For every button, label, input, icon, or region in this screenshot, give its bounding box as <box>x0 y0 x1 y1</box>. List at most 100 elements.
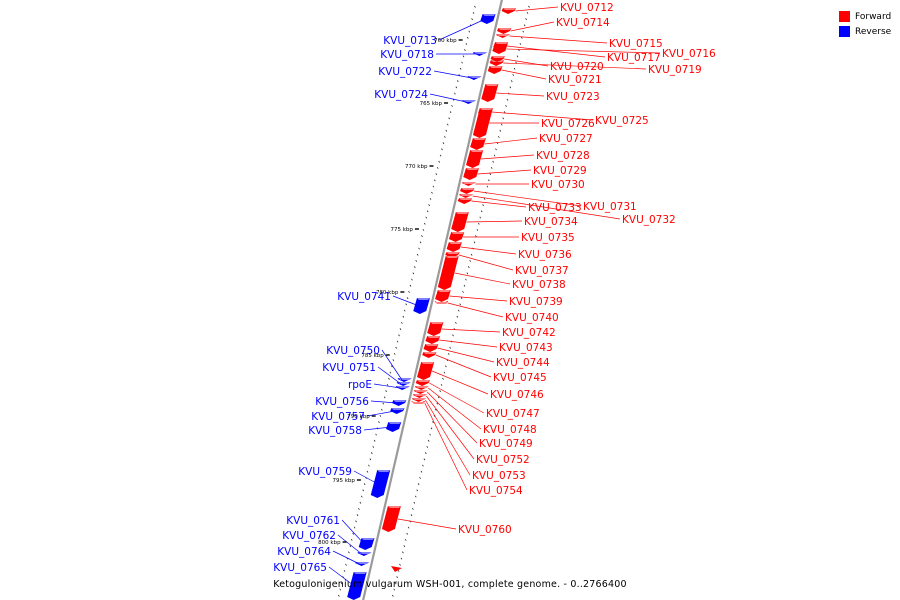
forward-gene-highlight <box>491 56 505 58</box>
leader-forward <box>510 21 555 32</box>
minor-tick <box>392 594 394 597</box>
leader-forward <box>460 246 517 255</box>
minor-tick <box>432 185 435 188</box>
forward-gene-label: KVU_0732 <box>622 214 676 226</box>
leader-forward <box>454 272 511 285</box>
forward-gene-highlight <box>413 394 427 396</box>
forward-gene-highlight <box>425 344 439 346</box>
minor-tick <box>352 532 355 535</box>
forward-gene-highlight <box>461 188 475 190</box>
minor-tick <box>425 216 428 219</box>
leader-forward <box>425 399 471 476</box>
minor-tick <box>439 154 442 157</box>
minor-tick <box>366 470 369 473</box>
leader-forward <box>481 154 535 160</box>
minor-tick <box>516 55 519 58</box>
minor-tick <box>457 309 460 312</box>
minor-tick <box>413 501 416 504</box>
minor-tick <box>406 297 409 300</box>
forward-gene-highlight <box>495 42 509 44</box>
minor-tick <box>461 61 463 64</box>
minor-tick <box>440 383 443 386</box>
minor-tick <box>486 185 489 188</box>
leader-reverse <box>438 18 486 41</box>
minor-tick <box>451 104 453 107</box>
forward-gene-highlight <box>412 398 426 400</box>
minor-tick <box>520 36 523 39</box>
leader-forward <box>484 137 538 145</box>
forward-gene-highlight <box>472 138 486 140</box>
leader-forward <box>515 6 559 12</box>
minor-tick <box>437 396 440 399</box>
minor-tick <box>393 588 396 591</box>
minor-tick <box>412 272 415 275</box>
reverse-gene-label: KVU_0757 <box>311 411 365 423</box>
reverse-gene-label: KVU_0713 <box>383 35 437 47</box>
minor-tick <box>419 241 422 244</box>
reverse-gene-highlight <box>377 470 391 472</box>
forward-gene-highlight <box>437 290 451 292</box>
forward-gene-label: KVU_0712 <box>560 2 614 14</box>
leader-reverse <box>429 93 467 103</box>
forward-gene-highlight <box>496 34 510 36</box>
minor-tick <box>421 235 423 238</box>
minor-tick <box>522 30 525 33</box>
minor-tick <box>391 365 393 368</box>
minor-tick <box>431 191 433 194</box>
minor-tick <box>490 166 493 169</box>
kbp-label: 760 kbp <box>434 38 457 44</box>
minor-tick <box>493 154 496 157</box>
minor-tick <box>426 445 429 448</box>
forward-gene-label: KVU_0727 <box>539 133 593 145</box>
forward-gene-highlight <box>414 390 428 392</box>
minor-tick <box>468 30 471 33</box>
leader-forward <box>507 45 606 58</box>
minor-tick <box>395 346 397 349</box>
reverse-gene-highlight <box>391 408 405 410</box>
leader-forward <box>496 92 545 97</box>
leader-forward <box>491 111 594 121</box>
forward-gene-label: KVU_0717 <box>607 52 661 64</box>
legend-item-forward: Forward <box>839 9 891 24</box>
kbp-label: 770 kbp <box>405 164 428 170</box>
forward-gene-highlight <box>460 194 474 196</box>
minor-tick <box>498 135 500 138</box>
leader-forward <box>429 382 485 414</box>
minor-tick <box>348 551 350 554</box>
forward-gene-label: KVU_0726 <box>541 118 595 130</box>
minor-tick <box>471 18 473 21</box>
leader-forward <box>506 48 661 54</box>
leader-reverse <box>381 349 403 381</box>
minor-tick <box>423 458 426 461</box>
minor-tick <box>350 538 353 541</box>
minor-tick <box>426 210 429 213</box>
reverse-gene-highlight <box>482 14 496 16</box>
reverse-gene-label: rpoE <box>348 379 372 391</box>
minor-tick <box>408 290 410 293</box>
forward-gene-highlight <box>417 380 431 382</box>
minor-tick <box>435 173 438 176</box>
minor-tick <box>423 222 426 225</box>
minor-tick <box>343 569 346 572</box>
forward-gene-label: KVU_0739 <box>509 296 563 308</box>
gene-labels: KVU_0712 KVU_0714 KVU_0715KVU_0716KVU_0717… <box>273 2 716 574</box>
leader-reverse <box>337 534 363 555</box>
forward-gene-label: KVU_0748 <box>483 424 537 436</box>
minor-tick <box>432 421 434 424</box>
forward-gene-highlight <box>446 252 460 254</box>
minor-tick <box>369 458 372 461</box>
reverse-gene <box>386 422 402 432</box>
leader-forward <box>427 387 482 430</box>
forward-gene <box>470 138 486 150</box>
genome-backbone <box>362 0 503 600</box>
kbp-label: 775 kbp <box>391 227 414 233</box>
forward-gene-label: KVU_0740 <box>505 312 559 324</box>
kbp-label: 780 kbp <box>376 290 399 296</box>
forward-gene-highlight <box>411 402 425 404</box>
reverse-gene-highlight <box>361 538 375 540</box>
minor-tick <box>441 148 443 151</box>
kbp-label: 790 kbp <box>347 414 370 420</box>
forward-gene-label: KVU_0753 <box>472 470 526 482</box>
forward-swatch <box>839 11 850 22</box>
forward-gene-highlight <box>479 108 493 110</box>
